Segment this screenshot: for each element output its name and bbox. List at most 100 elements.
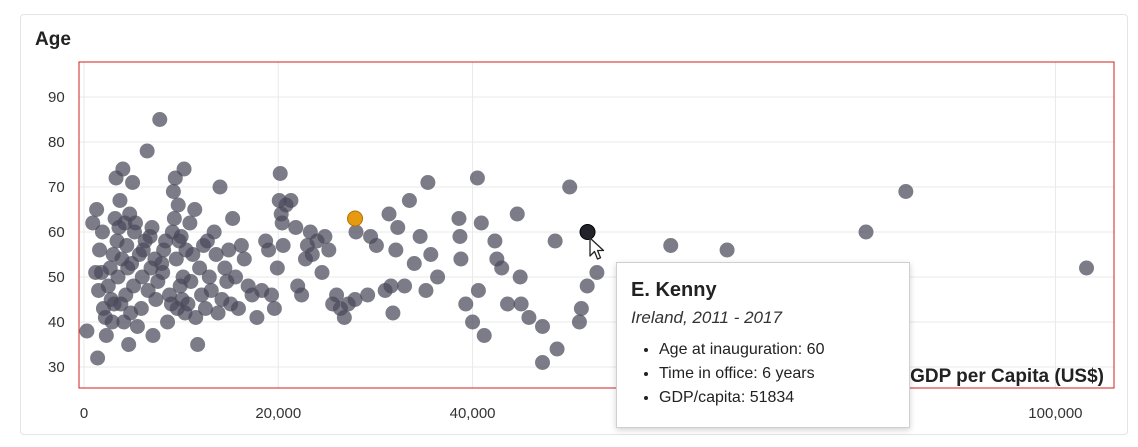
data-point[interactable]: [494, 260, 510, 276]
data-point[interactable]: [203, 283, 219, 298]
data-point[interactable]: [148, 292, 164, 307]
data-point[interactable]: [470, 283, 486, 298]
data-point[interactable]: [104, 314, 120, 330]
data-point[interactable]: [188, 310, 204, 325]
data-point[interactable]: [412, 229, 428, 244]
data-point[interactable]: [168, 251, 184, 267]
data-point[interactable]: [420, 175, 436, 190]
data-point[interactable]: [212, 179, 228, 195]
data-point[interactable]: [176, 161, 192, 177]
data-point[interactable]: [719, 242, 735, 258]
data-point[interactable]: [236, 251, 252, 267]
data-point[interactable]: [274, 215, 290, 231]
data-point[interactable]: [228, 269, 244, 285]
data-point[interactable]: [266, 301, 282, 316]
data-point[interactable]: [321, 242, 337, 258]
data-point[interactable]: [390, 220, 406, 235]
data-point[interactable]: [225, 211, 241, 226]
data-point[interactable]: [401, 193, 417, 208]
data-point[interactable]: [197, 301, 213, 316]
data-point[interactable]: [275, 238, 291, 253]
data-point[interactable]: [368, 238, 384, 253]
data-point[interactable]: [388, 242, 404, 258]
data-point[interactable]: [453, 251, 469, 267]
data-point[interactable]: [469, 170, 485, 186]
data-point[interactable]: [360, 287, 376, 303]
data-point[interactable]: [121, 337, 137, 352]
data-point[interactable]: [476, 328, 492, 343]
data-point[interactable]: [571, 314, 587, 330]
data-point[interactable]: [100, 278, 116, 294]
data-point[interactable]: [513, 296, 529, 312]
data-point[interactable]: [288, 220, 304, 235]
data-point[interactable]: [217, 260, 233, 276]
data-point[interactable]: [512, 269, 528, 285]
data-point[interactable]: [573, 301, 589, 316]
data-point[interactable]: [94, 224, 110, 240]
data-point[interactable]: [521, 310, 537, 325]
data-point[interactable]: [182, 215, 198, 231]
data-point[interactable]: [180, 296, 196, 312]
data-point[interactable]: [190, 337, 206, 352]
data-point[interactable]: [263, 287, 279, 303]
data-point[interactable]: [206, 224, 222, 240]
data-point[interactable]: [663, 238, 679, 253]
data-point[interactable]: [535, 319, 551, 334]
data-point[interactable]: [304, 247, 320, 262]
data-point[interactable]: [452, 229, 468, 244]
data-point[interactable]: [98, 328, 114, 343]
data-point[interactable]: [858, 224, 874, 240]
data-point[interactable]: [283, 193, 299, 208]
data-point[interactable]: [110, 269, 126, 285]
data-point[interactable]: [294, 287, 310, 303]
data-point[interactable]: [500, 296, 516, 312]
data-point[interactable]: [125, 175, 141, 190]
data-point[interactable]: [535, 355, 551, 370]
data-point[interactable]: [155, 265, 171, 280]
data-point[interactable]: [185, 247, 201, 262]
data-point[interactable]: [165, 184, 181, 199]
data-point[interactable]: [589, 265, 605, 280]
data-point[interactable]: [160, 314, 176, 330]
data-point[interactable]: [397, 278, 413, 294]
data-point[interactable]: [348, 224, 364, 240]
data-point[interactable]: [329, 287, 345, 303]
data-point[interactable]: [406, 256, 422, 271]
data-point[interactable]: [208, 247, 224, 262]
data-point[interactable]: [381, 206, 397, 222]
data-point[interactable]: [85, 215, 101, 231]
data-point[interactable]: [152, 112, 168, 127]
data-point[interactable]: [465, 314, 481, 330]
data-point[interactable]: [509, 206, 525, 222]
data-point[interactable]: [133, 301, 149, 316]
data-point[interactable]: [201, 269, 217, 285]
data-point[interactable]: [314, 265, 330, 280]
data-point[interactable]: [210, 305, 226, 321]
data-point[interactable]: [187, 202, 203, 217]
data-point[interactable]: [129, 319, 145, 334]
data-point[interactable]: [92, 242, 108, 258]
data-point[interactable]: [261, 242, 277, 258]
data-point[interactable]: [487, 233, 503, 249]
data-point[interactable]: [473, 215, 489, 231]
data-point[interactable]: [458, 296, 474, 312]
data-point[interactable]: [233, 238, 249, 253]
data-point[interactable]: [423, 247, 439, 262]
data-point[interactable]: [192, 260, 208, 276]
data-point[interactable]: [383, 278, 399, 294]
data-point[interactable]: [336, 310, 352, 325]
data-point[interactable]: [430, 269, 446, 285]
data-point[interactable]: [79, 323, 95, 339]
data-point[interactable]: [562, 179, 578, 195]
data-point[interactable]: [90, 350, 106, 366]
data-point[interactable]: [166, 211, 182, 226]
data-point[interactable]: [89, 202, 105, 217]
data-point[interactable]: [112, 193, 128, 208]
data-point[interactable]: [549, 341, 565, 357]
data-point[interactable]: [221, 242, 237, 258]
data-point[interactable]: [317, 229, 333, 244]
data-point[interactable]: [249, 310, 265, 325]
data-point[interactable]: [119, 238, 135, 253]
data-point[interactable]: [579, 278, 595, 294]
data-point[interactable]: [115, 161, 131, 177]
